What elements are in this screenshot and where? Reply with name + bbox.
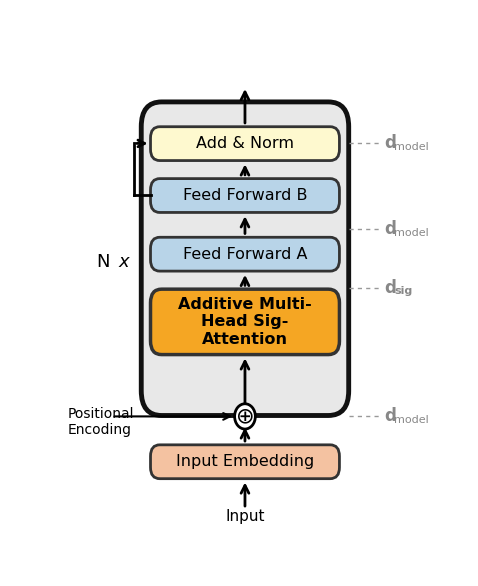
FancyBboxPatch shape — [151, 445, 339, 479]
Circle shape — [235, 404, 255, 429]
Text: model: model — [394, 228, 429, 238]
FancyBboxPatch shape — [151, 127, 339, 161]
Text: Feed Forward A: Feed Forward A — [183, 247, 307, 262]
Text: d: d — [384, 220, 396, 238]
Text: Input Embedding: Input Embedding — [176, 454, 314, 469]
FancyBboxPatch shape — [151, 237, 339, 271]
FancyBboxPatch shape — [141, 102, 349, 415]
Text: d: d — [384, 279, 396, 297]
Text: Positional
Encoding: Positional Encoding — [67, 407, 134, 437]
Text: d: d — [384, 407, 396, 425]
FancyBboxPatch shape — [151, 289, 339, 355]
Text: x: x — [118, 253, 129, 271]
Text: Additive Multi-
Head Sig-
Attention: Additive Multi- Head Sig- Attention — [178, 297, 312, 347]
Text: Input: Input — [225, 509, 265, 524]
Text: model: model — [394, 415, 429, 425]
Text: sig: sig — [394, 287, 413, 297]
Text: d: d — [384, 134, 396, 152]
FancyBboxPatch shape — [151, 179, 339, 213]
Text: N: N — [97, 253, 116, 271]
Text: Feed Forward B: Feed Forward B — [183, 188, 307, 203]
Text: Add & Norm: Add & Norm — [196, 136, 294, 151]
Text: model: model — [394, 142, 429, 152]
Text: ⊕: ⊕ — [236, 407, 254, 427]
